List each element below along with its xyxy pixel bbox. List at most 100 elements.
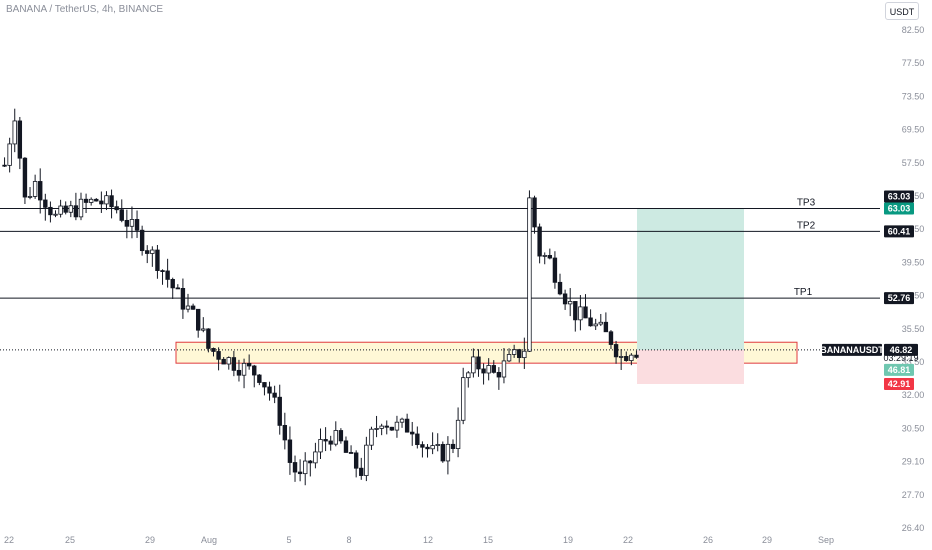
candle-body bbox=[404, 418, 410, 433]
y-tick-label: 57.50 bbox=[902, 158, 925, 168]
price-tag-stop-bg bbox=[884, 378, 914, 391]
candle-body bbox=[221, 358, 226, 365]
candle-body bbox=[12, 120, 17, 145]
candle-body bbox=[180, 288, 186, 310]
candle-body bbox=[455, 419, 461, 449]
x-tick-label: 8 bbox=[346, 535, 351, 545]
candle-body bbox=[292, 462, 298, 473]
position-profit-area[interactable] bbox=[637, 208, 744, 350]
price-tag-bid-bg bbox=[884, 363, 914, 376]
x-tick-label: 29 bbox=[145, 535, 155, 545]
candle-body bbox=[364, 444, 369, 476]
candle-body bbox=[58, 205, 63, 215]
candle-body bbox=[145, 250, 150, 254]
price-tag-tp2: 60.41 bbox=[888, 226, 911, 236]
chart-title: BANANA / TetherUS, 4h, BINANCE bbox=[6, 4, 164, 15]
x-tick-label: 26 bbox=[703, 535, 713, 545]
candle-body bbox=[27, 196, 33, 198]
candle-body bbox=[119, 209, 124, 221]
y-tick-label: 82.50 bbox=[902, 25, 925, 35]
candle-body bbox=[486, 365, 491, 374]
candle-body bbox=[618, 356, 624, 358]
candle-body bbox=[318, 439, 323, 453]
candle-body bbox=[338, 430, 344, 442]
x-tick-label: 12 bbox=[423, 535, 433, 545]
candle-body bbox=[38, 181, 43, 201]
candle-body bbox=[53, 213, 58, 216]
candle-body bbox=[241, 362, 247, 376]
candle-body bbox=[389, 426, 395, 431]
price-tag-last-bg bbox=[884, 343, 918, 356]
price-tag-tp1-bg bbox=[884, 292, 914, 305]
x-tick-label: 29 bbox=[762, 535, 772, 545]
candle-body bbox=[634, 354, 639, 358]
currency-button[interactable]: USDT bbox=[885, 2, 919, 20]
candle-body bbox=[313, 451, 318, 464]
candle-body bbox=[369, 428, 374, 446]
candle-body bbox=[246, 362, 252, 367]
y-tick-label: 73.50 bbox=[902, 91, 925, 101]
candle-body bbox=[583, 306, 588, 319]
candle-body bbox=[252, 365, 257, 376]
candle-body bbox=[608, 331, 614, 345]
candle-body bbox=[435, 444, 440, 446]
candle-body bbox=[557, 281, 563, 295]
candle-body bbox=[277, 396, 282, 426]
candle-body bbox=[43, 199, 48, 208]
candle-body bbox=[440, 444, 446, 462]
y-tick-label: 77.50 bbox=[902, 58, 925, 68]
candle-body bbox=[226, 357, 231, 365]
candle-body bbox=[624, 356, 629, 361]
y-tick-label: 32.00 bbox=[902, 390, 925, 400]
candle-body bbox=[323, 439, 328, 442]
candle-body bbox=[63, 205, 68, 213]
candle-body bbox=[353, 452, 359, 469]
candle-body bbox=[231, 357, 237, 371]
candle-body bbox=[537, 226, 542, 257]
candle-body bbox=[394, 421, 400, 431]
y-tick-label: 69.50 bbox=[902, 125, 925, 135]
candle-body bbox=[481, 368, 486, 374]
candle-body bbox=[99, 200, 104, 205]
price-tag-stop: 42.91 bbox=[888, 379, 911, 389]
y-tick-label: 35.50 bbox=[902, 324, 925, 334]
candle-body bbox=[379, 425, 384, 429]
candle-body bbox=[542, 255, 547, 257]
candle-body bbox=[155, 249, 160, 271]
candle-body bbox=[170, 279, 175, 289]
candle-body bbox=[445, 443, 451, 462]
candle-body bbox=[522, 350, 527, 359]
candle-body bbox=[262, 382, 267, 388]
price-tag-bid: 46.81 bbox=[888, 365, 911, 375]
candle-body bbox=[73, 205, 79, 218]
level-label-tp1: TP1 bbox=[794, 287, 813, 298]
candle-body bbox=[425, 446, 430, 450]
x-tick-label: 22 bbox=[623, 535, 633, 545]
candle-body bbox=[598, 321, 603, 325]
candle-body bbox=[22, 157, 28, 198]
y-tick-label: 26.40 bbox=[902, 523, 925, 533]
level-label-tp2: TP2 bbox=[797, 220, 816, 231]
candle-body bbox=[613, 344, 619, 358]
candle-body bbox=[517, 349, 522, 359]
position-loss-area[interactable] bbox=[637, 349, 744, 385]
candle-body bbox=[476, 356, 481, 370]
price-tag-tp1: 52.76 bbox=[888, 293, 911, 303]
candle-body bbox=[410, 431, 415, 435]
x-tick-label: Sep bbox=[818, 535, 834, 545]
price-tag-symbol: BANANAUSDT bbox=[820, 345, 884, 355]
price-tag-tp2-bg bbox=[884, 225, 914, 238]
candle-body bbox=[308, 460, 313, 464]
candle-body bbox=[129, 219, 135, 227]
y-tick-label: 30.50 bbox=[902, 423, 925, 433]
level-label-tp3: TP3 bbox=[797, 198, 816, 209]
candle-body bbox=[267, 386, 272, 394]
candle-body bbox=[165, 270, 170, 280]
price-tag-tp3-bg bbox=[884, 190, 914, 203]
price-tag-symbol-bg bbox=[822, 343, 882, 356]
x-tick-label: 19 bbox=[563, 535, 573, 545]
candle-body bbox=[343, 440, 349, 453]
candle-body bbox=[588, 317, 593, 327]
candle-body bbox=[88, 198, 94, 203]
